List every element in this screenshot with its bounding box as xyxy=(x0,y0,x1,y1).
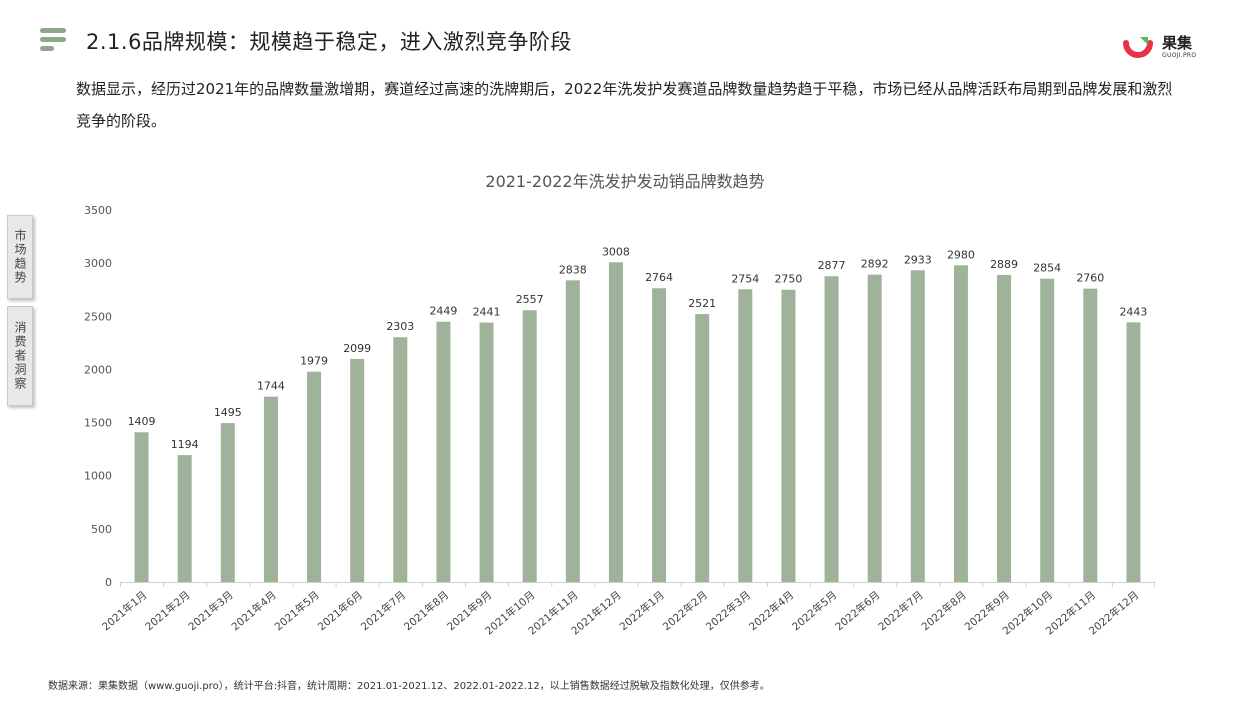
data-label: 2764 xyxy=(645,271,673,284)
data-label: 2892 xyxy=(861,258,889,271)
bar xyxy=(652,288,667,582)
x-tick-label: 2022年8月 xyxy=(919,588,969,633)
bar xyxy=(522,310,537,582)
side-tab-consumer-insight[interactable]: 消费者洞察 xyxy=(7,306,33,406)
x-tick-label: 2021年1月 xyxy=(99,588,149,633)
y-tick-label: 1000 xyxy=(84,470,112,483)
side-tab-market-trend[interactable]: 市场趋势 xyxy=(7,215,33,299)
x-tick-label: 2021年7月 xyxy=(358,588,408,633)
logo-subtext: GUOJI.PRO xyxy=(1162,52,1197,59)
x-tick-label: 2022年1月 xyxy=(617,588,667,633)
x-tick-label: 2021年8月 xyxy=(401,588,451,633)
data-label: 1194 xyxy=(171,438,199,451)
data-label: 2754 xyxy=(731,272,759,285)
bar xyxy=(695,314,710,582)
bar xyxy=(910,270,925,582)
data-label: 2521 xyxy=(688,297,716,310)
data-label: 2443 xyxy=(1119,305,1147,318)
bar xyxy=(436,321,451,582)
bar xyxy=(953,265,968,582)
data-label: 2838 xyxy=(559,263,587,276)
data-label: 2760 xyxy=(1076,272,1104,285)
data-label: 2449 xyxy=(429,305,457,318)
chart-title: 2021-2022年洗发护发动销品牌数趋势 xyxy=(485,172,765,191)
x-tick-label: 2021年3月 xyxy=(186,588,236,633)
bar xyxy=(177,455,192,582)
bar xyxy=(479,322,494,582)
data-label: 1979 xyxy=(300,355,328,368)
data-label: 1495 xyxy=(214,406,242,419)
bar xyxy=(220,423,235,582)
bar xyxy=(1083,288,1098,582)
x-tick-label: 2022年5月 xyxy=(789,588,839,633)
bar xyxy=(824,276,839,582)
page-title: 2.1.6品牌规模：规模趋于稳定，进入激烈竞争阶段 xyxy=(86,30,572,54)
data-label: 2877 xyxy=(818,259,846,272)
x-tick-label: 2022年2月 xyxy=(660,588,710,633)
bar xyxy=(565,280,580,582)
data-label: 2889 xyxy=(990,258,1018,271)
bar xyxy=(997,274,1012,582)
bar xyxy=(608,262,623,582)
y-tick-label: 2000 xyxy=(84,363,112,376)
data-label: 2441 xyxy=(473,306,501,319)
bar xyxy=(781,289,796,582)
data-label: 2557 xyxy=(516,293,544,306)
x-tick-label: 2021年2月 xyxy=(143,588,193,633)
x-tick-label: 2021年5月 xyxy=(272,588,322,633)
brand-logo: 果集 GUOJI.PRO xyxy=(1122,30,1202,64)
data-label: 2933 xyxy=(904,253,932,266)
logo-mark-icon xyxy=(1123,37,1153,58)
data-label: 2854 xyxy=(1033,262,1061,275)
data-label: 2750 xyxy=(774,273,802,286)
bar xyxy=(263,396,278,582)
x-tick-label: 2021年4月 xyxy=(229,588,279,633)
y-tick-label: 3500 xyxy=(84,204,112,217)
y-tick-label: 1500 xyxy=(84,417,112,430)
data-label: 3008 xyxy=(602,245,630,258)
bar xyxy=(350,358,365,582)
y-tick-label: 2500 xyxy=(84,310,112,323)
x-tick-label: 2022年6月 xyxy=(833,588,883,633)
bar xyxy=(867,274,882,582)
data-source-footer: 数据来源：果集数据（www.guoji.pro），统计平台:抖音，统计周期：20… xyxy=(48,681,770,692)
data-label: 2980 xyxy=(947,248,975,261)
data-label: 1409 xyxy=(128,415,156,428)
x-tick-label: 2022年3月 xyxy=(703,588,753,633)
bar xyxy=(1040,278,1055,582)
logo-text: 果集 xyxy=(1162,34,1193,52)
x-tick-label: 2022年7月 xyxy=(876,588,926,633)
data-label: 2099 xyxy=(343,342,371,355)
bar xyxy=(1126,322,1141,582)
bar xyxy=(134,432,149,582)
bar xyxy=(307,371,322,582)
bar xyxy=(738,289,753,582)
description-text: 数据显示，经历过2021年的品牌数量激增期，赛道经过高速的洗牌期后，2022年洗… xyxy=(76,80,1173,130)
x-tick-label: 2021年6月 xyxy=(315,588,365,633)
data-label: 2303 xyxy=(386,320,414,333)
y-tick-label: 3000 xyxy=(84,257,112,270)
bar xyxy=(393,337,408,582)
menu-lines-icon xyxy=(40,28,66,52)
y-tick-label: 0 xyxy=(105,576,112,589)
data-label: 1744 xyxy=(257,380,285,393)
x-tick-label: 2022年4月 xyxy=(746,588,796,633)
y-tick-label: 500 xyxy=(91,523,112,536)
